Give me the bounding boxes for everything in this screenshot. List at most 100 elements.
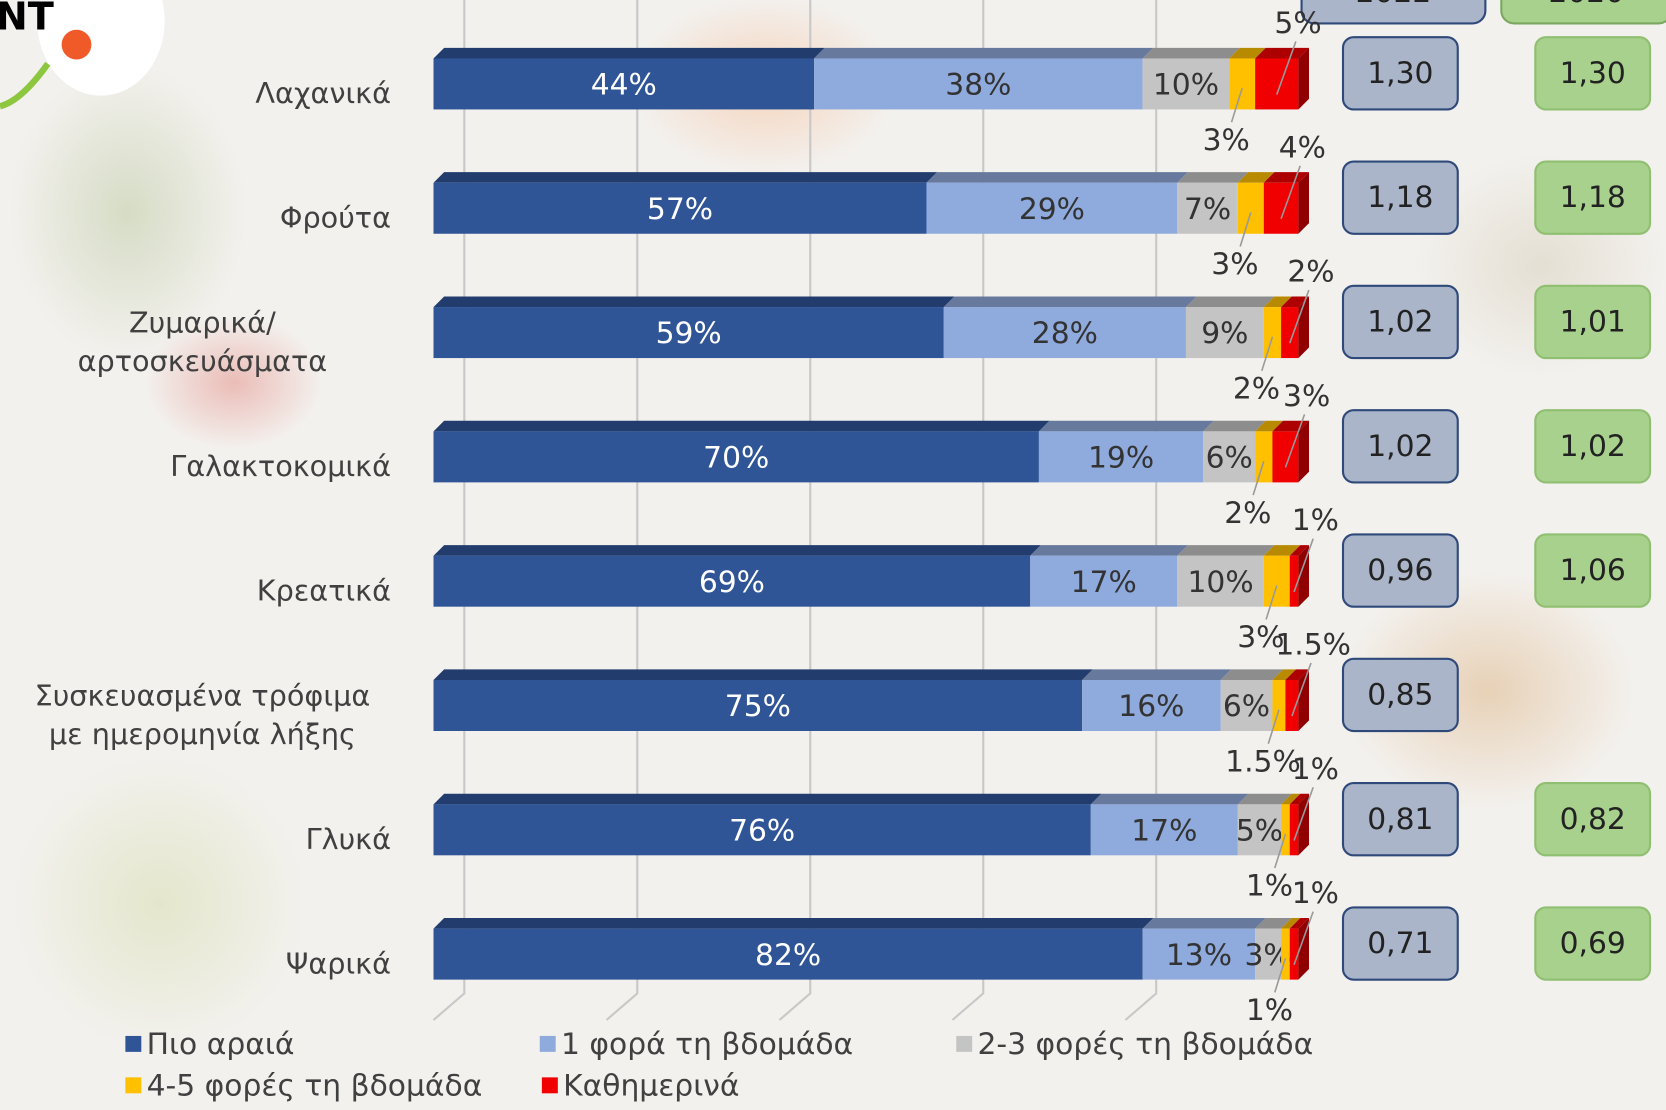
category-text: Γαλακτοκομικά [170,450,391,484]
data-label: 3% [1203,123,1250,158]
data-label: 10% [1153,68,1219,103]
leader-line [1293,787,1314,841]
category-text: Γλυκά [305,823,391,857]
data-label: 17% [1131,813,1197,848]
category-text: Συσκευασμένα τρόφιμα με ημερομηνία λήξης [34,680,371,752]
bar [1142,928,1256,980]
bar-top [1237,172,1275,183]
data-label: 44% [591,68,657,103]
category-label: Φρούτα [14,176,391,261]
category-label: Λαχανικά [14,52,391,137]
data-label: 70% [703,441,769,476]
category-label: Γλυκά [14,798,391,883]
data-label: 1% [1292,752,1339,787]
leader-line [1267,709,1280,744]
data-label: 13% [1166,938,1232,973]
bar-top [433,296,955,308]
data-label: 19% [1088,441,1154,476]
data-label: 59% [656,316,722,351]
bar [1281,804,1290,856]
bar-top [1289,793,1309,805]
bar-top [1263,296,1292,308]
bar [814,58,1143,110]
logo-blob [37,0,165,96]
bar [433,555,1031,607]
bar-top [1237,793,1292,805]
legend-swatch [125,1077,142,1094]
index-box [1534,409,1652,484]
index-value: 1,18 [1560,180,1626,215]
data-label: 3% [1283,379,1330,414]
data-label: 38% [945,68,1011,103]
index-box [1534,533,1652,608]
legend-label: 1 φορά τη βδομάδα [561,1027,853,1062]
bar [1030,555,1178,607]
data-label: 4% [1279,130,1326,165]
data-label: 5% [1274,6,1321,41]
index-box [1341,782,1459,857]
data-label: 2% [1287,255,1334,290]
bar-top [926,172,1188,183]
index-box [1341,160,1459,235]
bar-end [1298,420,1309,483]
category-text: Ζυμαρικά/αρτοσκευάσματα [77,307,328,379]
grid-line [605,0,639,1021]
data-label: 1.5% [1225,744,1301,779]
bar-top [1082,669,1232,680]
bar [433,431,1039,483]
bar [1237,182,1264,234]
data-label: 28% [1032,316,1098,351]
bar-top [1263,545,1301,556]
bar [1263,555,1290,607]
index-box [1534,284,1652,360]
legend-label: 4-5 φορές τη βδομάδα [147,1068,483,1103]
grid-line [778,0,812,1021]
bar [433,58,815,110]
index-value: 1,02 [1367,429,1433,464]
logo-text: NT [0,0,54,40]
data-label: 5% [1236,813,1283,848]
bar-top [1038,420,1214,432]
data-label: 1.5% [1275,628,1351,663]
bar-top [433,47,825,59]
leader-line [1276,41,1297,95]
bar-top [1142,918,1266,929]
bar [1289,804,1299,856]
bar-end [1298,545,1309,607]
data-label: 2% [1233,371,1280,406]
index-value: 1,06 [1560,553,1626,588]
bar-end [1298,669,1309,731]
leader-line [1261,336,1274,372]
data-label: 1% [1292,503,1339,538]
leader-line [1288,289,1310,344]
data-label: 7% [1184,192,1231,227]
legend-swatch [956,1035,973,1052]
index-box [1341,284,1459,360]
grid-line [432,0,466,1021]
index-value: 1,18 [1367,180,1433,215]
bar [1090,804,1238,856]
bar-top [1203,420,1266,432]
legend-label: Καθημερινά [563,1068,739,1103]
bar [1289,928,1299,980]
index-box [1534,906,1652,981]
bar-top [943,296,1197,308]
data-label: 29% [1019,192,1085,227]
leader-line [1239,212,1252,247]
bar-top [433,793,1102,805]
index-value: 0,71 [1367,926,1433,961]
bar-end [1298,793,1309,856]
bar [1038,431,1204,483]
bar [1281,928,1290,980]
leader-line [1280,165,1301,220]
bar [1185,307,1264,359]
bar [1237,804,1282,856]
category-label: Γαλακτοκομικά [14,425,391,510]
data-label: 82% [755,938,821,973]
bar-top [1289,918,1309,929]
legend-swatch [541,1077,558,1094]
data-label: 16% [1118,689,1184,724]
data-label: 2% [1224,496,1271,531]
bar [433,804,1091,856]
